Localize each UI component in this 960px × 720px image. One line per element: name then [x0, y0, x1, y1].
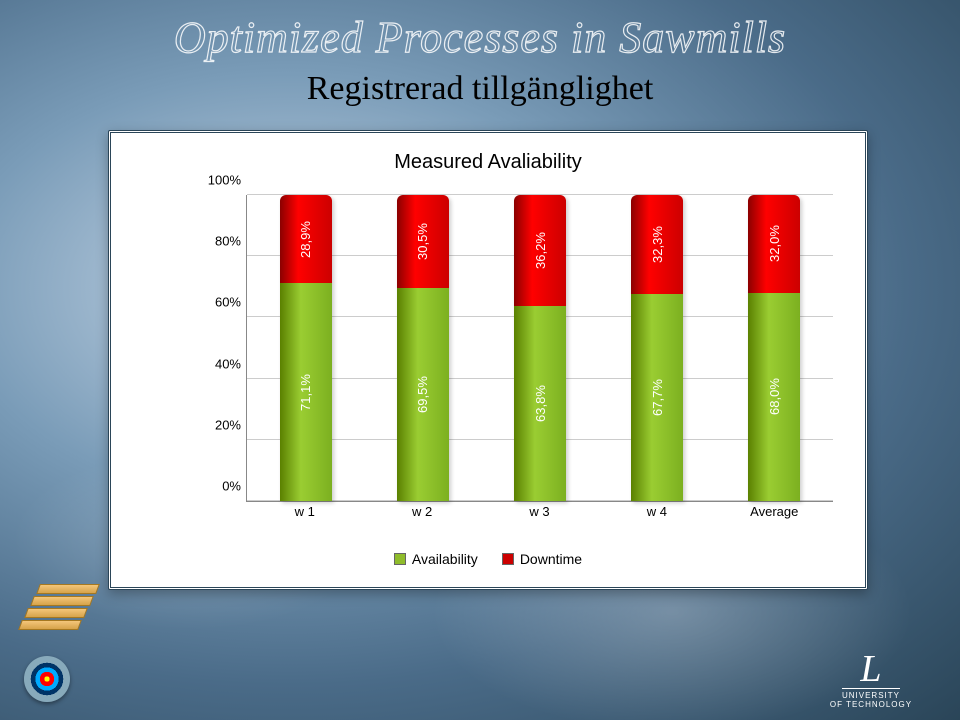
bar-w1: 28,9% 71,1% — [280, 195, 332, 501]
legend-availability: Availability — [394, 551, 478, 567]
x-label: Average — [748, 504, 800, 522]
y-tick: 40% — [215, 356, 247, 371]
segment-downtime: 32,0% — [748, 195, 800, 293]
x-label: w 3 — [513, 504, 565, 522]
bar-w3: 36,2% 63,8% — [514, 195, 566, 501]
chart-title: Measured Avaliability — [123, 151, 853, 174]
ltu-logo-line1: UNIVERSITY — [842, 688, 900, 700]
ltu-logo-line2: OF TECHNOLOGY — [830, 700, 912, 709]
x-axis-labels: w 1 w 2 w 3 w 4 Average — [246, 504, 833, 522]
segment-downtime: 36,2% — [514, 195, 566, 306]
segment-downtime: 32,3% — [631, 195, 683, 294]
bar-w2: 30,5% 69,5% — [397, 195, 449, 501]
bar-w4: 32,3% 67,7% — [631, 195, 683, 501]
y-tick: 20% — [215, 417, 247, 432]
legend: Availability Downtime — [123, 551, 853, 567]
y-tick: 80% — [215, 234, 247, 249]
legend-label: Availability — [412, 551, 478, 567]
segment-availability: 71,1% — [280, 283, 332, 501]
y-tick: 60% — [215, 295, 247, 310]
y-tick: 0% — [222, 479, 247, 494]
plot-area: 0% 20% 40% 60% 80% 100% 28,9% 71,1% — [246, 195, 833, 502]
x-label: w 2 — [396, 504, 448, 522]
segment-downtime: 28,9% — [280, 195, 332, 283]
slide-root: Optimized Processes in Sawmills Registre… — [0, 0, 960, 720]
chart-frame: Measured Avaliability Share of net produ… — [108, 130, 868, 590]
segment-availability: 69,5% — [397, 288, 449, 501]
x-label: w 1 — [279, 504, 331, 522]
ltu-logo-letter: L — [860, 650, 881, 688]
swatch-availability — [394, 553, 406, 565]
main-title: Optimized Processes in Sawmills — [174, 12, 786, 63]
ltu-logo: L UNIVERSITY OF TECHNOLOGY — [806, 654, 936, 704]
segment-availability: 68,0% — [748, 293, 800, 501]
legend-downtime: Downtime — [502, 551, 582, 567]
bar-average: 32,0% 68,0% — [748, 195, 800, 501]
x-label: w 4 — [631, 504, 683, 522]
y-tick: 100% — [208, 173, 247, 188]
plot-wrap: Share of net production time 0% 20% 40% … — [198, 195, 833, 520]
wood-planks-icon — [20, 580, 90, 640]
target-icon — [24, 656, 70, 702]
segment-availability: 63,8% — [514, 306, 566, 501]
swatch-downtime — [502, 553, 514, 565]
legend-label: Downtime — [520, 551, 582, 567]
subtitle: Registrerad tillgänglighet — [307, 70, 654, 108]
segment-availability: 67,7% — [631, 294, 683, 501]
bar-group: 28,9% 71,1% 30,5% 69,5% 36,2% 63,8% 32 — [247, 195, 833, 501]
chart-inner: Measured Avaliability Share of net produ… — [123, 145, 853, 575]
segment-downtime: 30,5% — [397, 195, 449, 288]
